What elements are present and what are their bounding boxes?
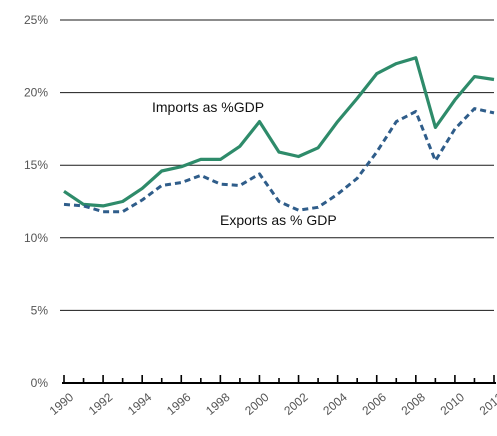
x-axis [62, 375, 496, 384]
y-tick-label: 0% [31, 376, 49, 390]
x-tick-label: 2004 [320, 390, 350, 418]
x-tick-label: 2012 [477, 390, 497, 418]
exports-line [63, 107, 495, 214]
x-tick-label: 2006 [359, 390, 389, 418]
x-tick-label: 2002 [281, 390, 311, 418]
series-lines [63, 56, 495, 214]
y-tick-label: 10% [24, 231, 48, 245]
x-tick-label: 2008 [399, 390, 429, 418]
imports-annotation: Imports as %GDP [152, 99, 264, 115]
x-tick-label: 1992 [86, 390, 116, 418]
x-tick-label: 2000 [242, 390, 272, 418]
gridlines [60, 19, 494, 311]
y-tick-label: 20% [24, 86, 48, 100]
x-tick-label: 1990 [47, 390, 77, 418]
y-tick-label: 15% [24, 158, 48, 172]
x-tick-label: 1994 [125, 390, 155, 418]
y-tick-label: 5% [31, 303, 49, 317]
exports-annotation: Exports as % GDP [220, 212, 337, 228]
y-tick-label: 25% [24, 13, 48, 27]
imports-line [63, 56, 495, 208]
annotations: Imports as %GDP Exports as % GDP [152, 99, 337, 228]
x-tick-label: 1998 [203, 390, 233, 418]
x-tick-label: 1996 [164, 390, 194, 418]
x-tick-label: 2010 [438, 390, 468, 418]
